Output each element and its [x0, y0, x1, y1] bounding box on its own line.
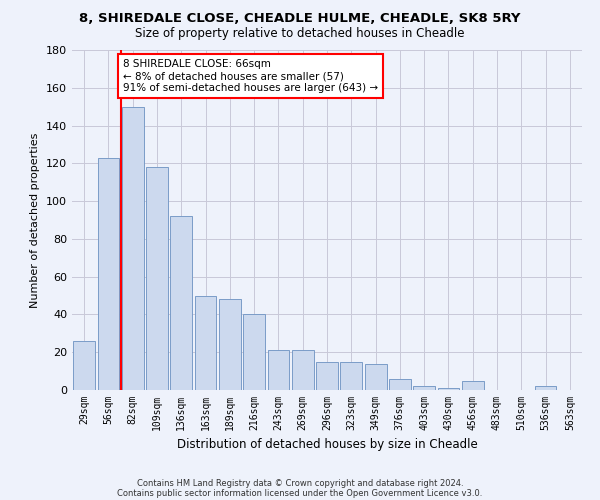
X-axis label: Distribution of detached houses by size in Cheadle: Distribution of detached houses by size …: [176, 438, 478, 452]
Bar: [437, 388, 460, 390]
Bar: [535, 386, 556, 390]
Bar: [365, 364, 386, 390]
Bar: [194, 296, 217, 390]
Bar: [219, 300, 241, 390]
Bar: [97, 158, 119, 390]
Text: 8 SHIREDALE CLOSE: 66sqm
← 8% of detached houses are smaller (57)
91% of semi-de: 8 SHIREDALE CLOSE: 66sqm ← 8% of detache…: [123, 60, 378, 92]
Bar: [462, 380, 484, 390]
Bar: [243, 314, 265, 390]
Text: Contains public sector information licensed under the Open Government Licence v3: Contains public sector information licen…: [118, 488, 482, 498]
Bar: [340, 362, 362, 390]
Bar: [122, 106, 143, 390]
Y-axis label: Number of detached properties: Number of detached properties: [31, 132, 40, 308]
Bar: [292, 350, 314, 390]
Bar: [146, 167, 168, 390]
Text: Contains HM Land Registry data © Crown copyright and database right 2024.: Contains HM Land Registry data © Crown c…: [137, 478, 463, 488]
Bar: [170, 216, 192, 390]
Text: 8, SHIREDALE CLOSE, CHEADLE HULME, CHEADLE, SK8 5RY: 8, SHIREDALE CLOSE, CHEADLE HULME, CHEAD…: [79, 12, 521, 26]
Text: Size of property relative to detached houses in Cheadle: Size of property relative to detached ho…: [135, 28, 465, 40]
Bar: [413, 386, 435, 390]
Bar: [268, 350, 289, 390]
Bar: [389, 378, 411, 390]
Bar: [316, 362, 338, 390]
Bar: [73, 341, 95, 390]
